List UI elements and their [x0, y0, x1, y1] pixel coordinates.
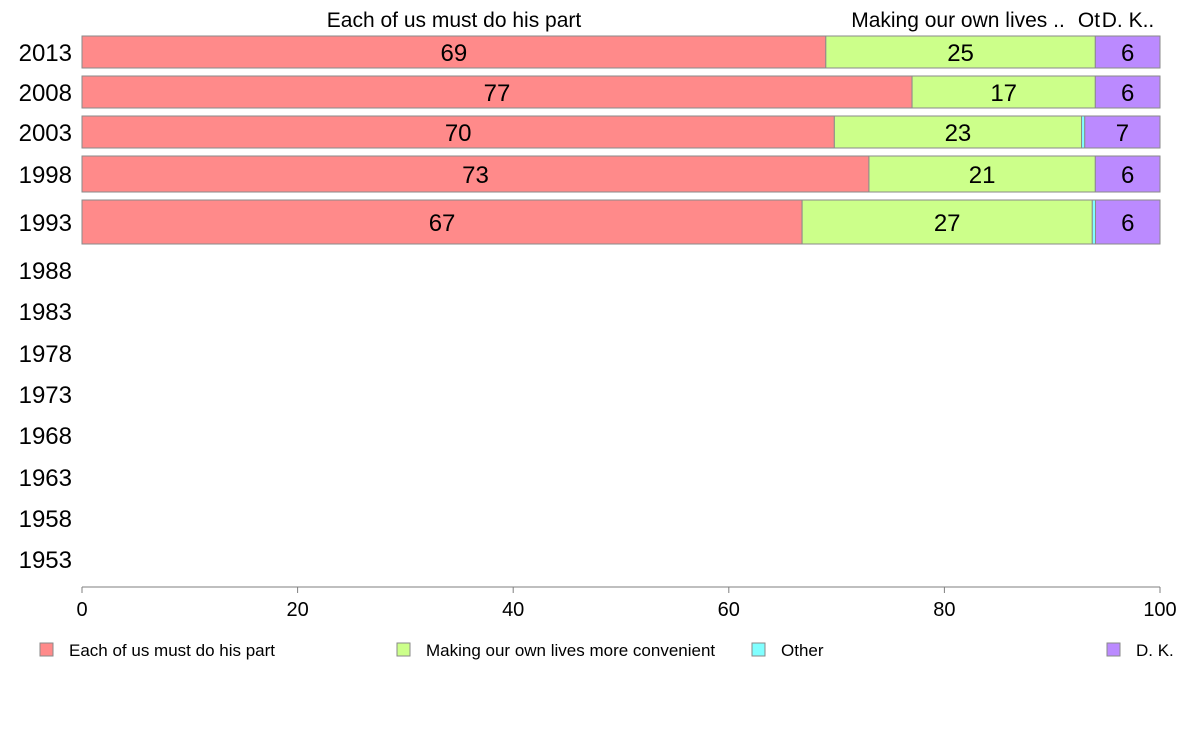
bar-segment-2013-3 — [1094, 35, 1161, 69]
year-label-1968: 1968 — [19, 423, 72, 450]
year-label-1953: 1953 — [19, 547, 72, 574]
value-label-2003-3: 7 — [1116, 120, 1129, 147]
value-label-2008-0: 77 — [484, 80, 511, 107]
year-label-1983: 1983 — [19, 299, 72, 326]
bar-segment-2008-0 — [81, 75, 913, 109]
bar-segment-2008-1 — [911, 75, 1096, 109]
bar-segment-2013-0 — [81, 35, 827, 69]
x-tick-label-20: 20 — [286, 599, 308, 621]
legend: Each of us must do his part Making our ow… — [39, 641, 1174, 660]
bar-segment-2003-3 — [1084, 115, 1161, 149]
bar-segment-1993-0 — [81, 199, 803, 245]
bar-segment-1993-1 — [801, 199, 1093, 245]
top-label-3: D. K.. — [1102, 9, 1155, 32]
year-label-1973: 1973 — [19, 382, 72, 409]
bar-segments — [81, 35, 1161, 245]
legend-label-3: D. K. — [1136, 641, 1174, 660]
value-label-1993-1: 27 — [934, 210, 961, 237]
year-axis-labels: 2013 2008 2003 1998 1993 1988 1983 1978 1973 1968… — [19, 40, 72, 574]
x-tick-label-40: 40 — [502, 599, 524, 621]
year-label-1988: 1988 — [19, 258, 72, 285]
value-label-2013-3: 6 — [1121, 40, 1134, 67]
value-label-1998-1: 21 — [969, 162, 996, 189]
value-label-2003-1: 23 — [945, 120, 972, 147]
value-label-2008-3: 6 — [1121, 80, 1134, 107]
bar-segment-1998-3 — [1094, 155, 1161, 193]
bar-segment-2013-1 — [825, 35, 1096, 69]
value-label-1998-0: 73 — [462, 162, 489, 189]
bar-value-labels: 69 25 6 77 17 6 70 23 7 73 21 6 67 27 6 — [429, 40, 1135, 237]
legend-label-1: Making our own lives more convenient — [426, 641, 715, 660]
top-column-labels: Each of us must do his part Making our ow… — [327, 9, 1154, 32]
x-tick-label-60: 60 — [718, 599, 740, 621]
bar-segment-2003-0 — [81, 115, 835, 149]
bar-segment-1998-1 — [868, 155, 1096, 193]
value-label-1993-0: 67 — [429, 210, 456, 237]
bar-segment-2003-1 — [833, 115, 1083, 149]
value-label-1993-3: 6 — [1121, 210, 1134, 237]
legend-swatch-0 — [39, 642, 54, 657]
legend-swatch-2 — [751, 642, 766, 657]
top-label-1: Making our own lives .. — [851, 9, 1065, 32]
year-label-1958: 1958 — [19, 506, 72, 533]
year-label-1978: 1978 — [19, 341, 72, 368]
value-label-2008-1: 17 — [990, 80, 1017, 107]
bar-segment-1993-3 — [1095, 199, 1161, 245]
top-label-2: Ot — [1078, 9, 1100, 32]
value-label-2013-0: 69 — [441, 40, 468, 67]
legend-swatch-3 — [1106, 642, 1121, 657]
legend-label-0: Each of us must do his part — [69, 641, 275, 660]
legend-swatch-1 — [396, 642, 411, 657]
year-label-1998: 1998 — [19, 162, 72, 189]
x-tick-label-80: 80 — [933, 599, 955, 621]
year-label-2003: 2003 — [19, 120, 72, 147]
bar-segment-2008-3 — [1094, 75, 1161, 109]
value-label-2003-0: 70 — [445, 120, 472, 147]
year-label-2013: 2013 — [19, 40, 72, 67]
x-tick-label-0: 0 — [76, 599, 87, 621]
top-label-0: Each of us must do his part — [327, 9, 582, 32]
year-label-2008: 2008 — [19, 80, 72, 107]
year-label-1993: 1993 — [19, 210, 72, 237]
value-label-1998-3: 6 — [1121, 162, 1134, 189]
value-label-2013-1: 25 — [947, 40, 974, 67]
legend-label-2: Other — [781, 641, 824, 660]
x-axis: 0 20 40 60 80 100 — [76, 586, 1177, 621]
bar-segment-1998-0 — [81, 155, 870, 193]
x-tick-label-100: 100 — [1143, 599, 1176, 621]
year-label-1963: 1963 — [19, 465, 72, 492]
